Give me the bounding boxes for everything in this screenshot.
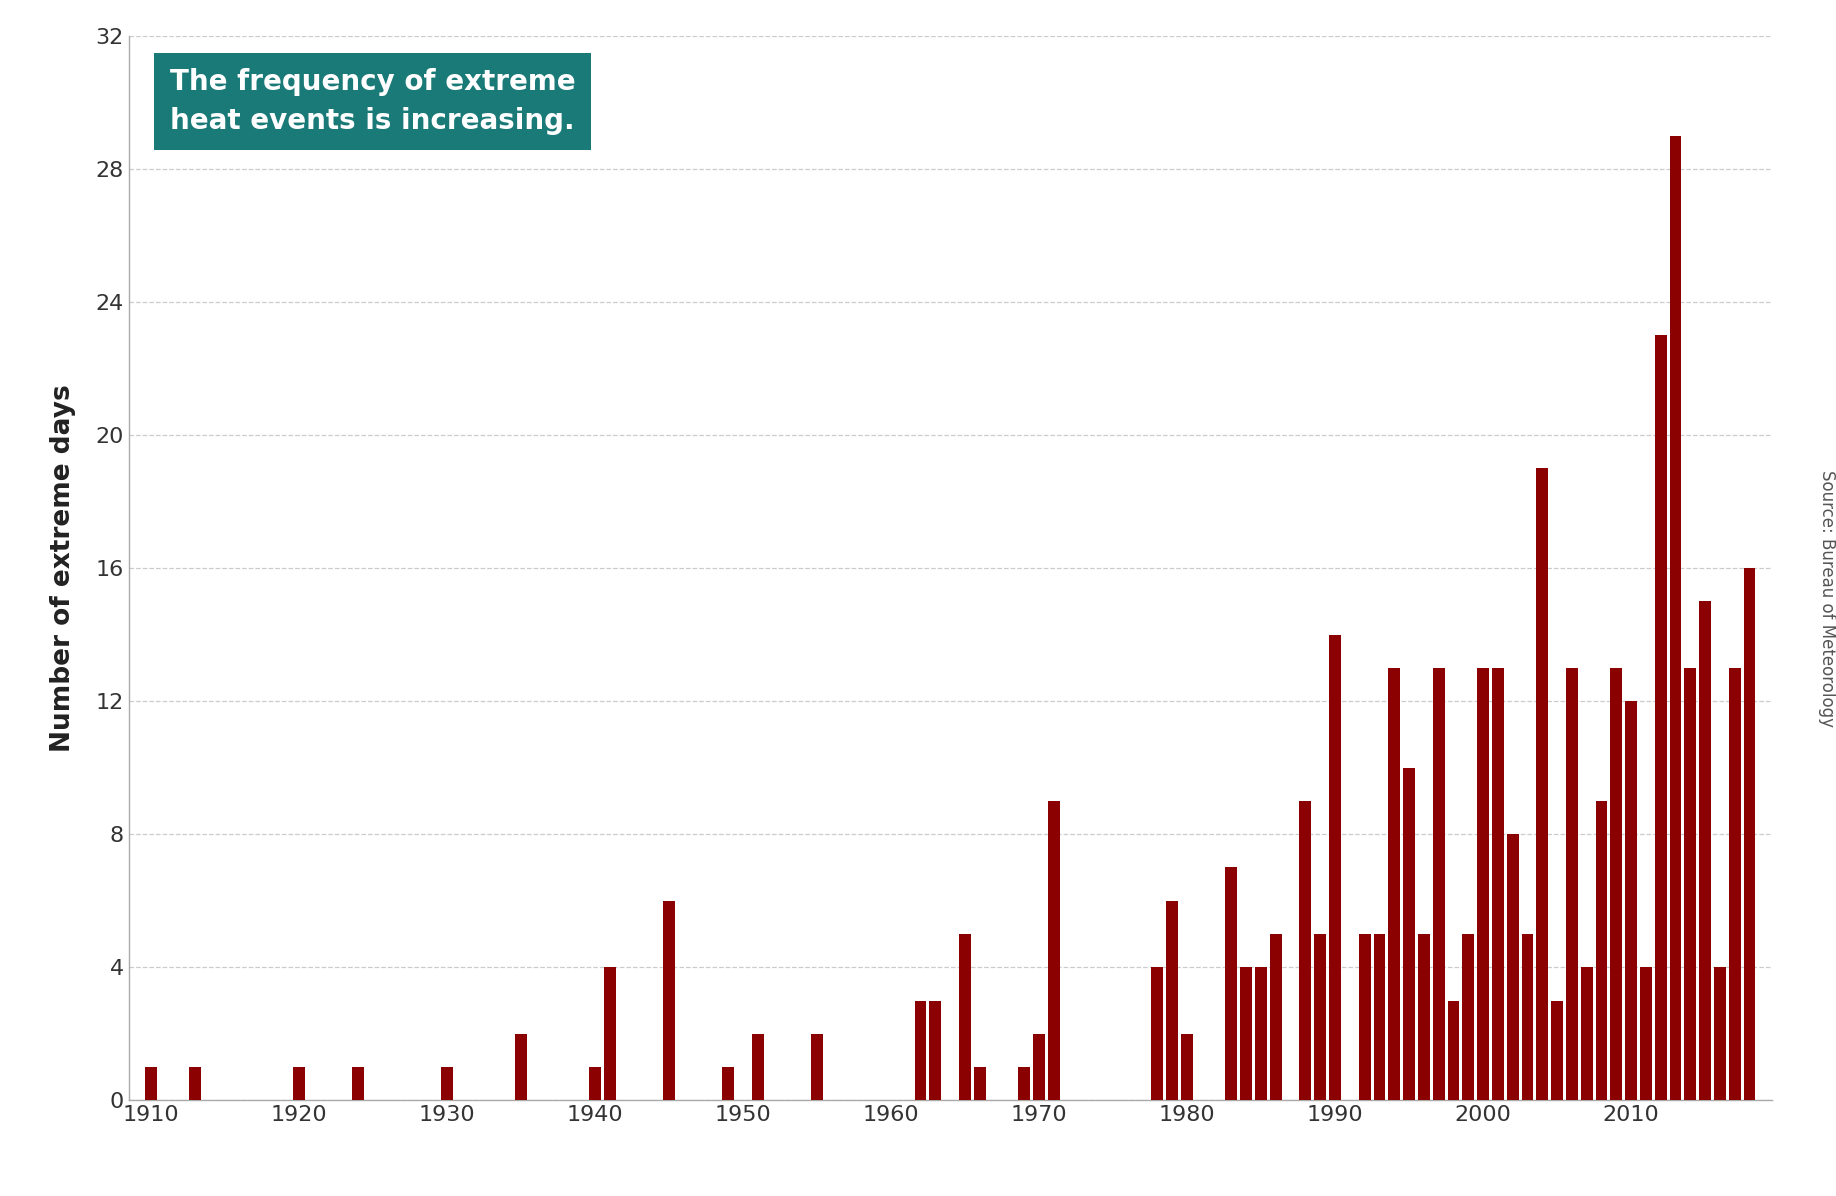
Bar	[514, 1033, 527, 1100]
Bar	[1417, 934, 1430, 1100]
Bar	[1581, 968, 1592, 1100]
Bar	[1403, 768, 1416, 1100]
Y-axis label: Number of extreme days: Number of extreme days	[50, 384, 75, 752]
Bar	[1256, 968, 1267, 1100]
Bar	[1315, 934, 1326, 1100]
Bar	[1507, 835, 1518, 1100]
Bar	[663, 901, 676, 1100]
Bar	[604, 968, 615, 1100]
Bar	[812, 1033, 823, 1100]
Bar	[1595, 801, 1608, 1100]
Text: Source: Bureau of Meteorology: Source: Bureau of Meteorology	[1818, 470, 1836, 726]
Bar	[1019, 1067, 1030, 1100]
Bar	[1241, 968, 1252, 1100]
Bar	[1329, 635, 1340, 1100]
Bar	[1034, 1033, 1045, 1100]
Bar	[1461, 934, 1474, 1100]
Bar	[589, 1067, 600, 1100]
Bar	[1698, 602, 1711, 1100]
Bar	[353, 1067, 364, 1100]
Bar	[1744, 568, 1755, 1100]
Bar	[1537, 469, 1548, 1100]
Bar	[145, 1067, 156, 1100]
Bar	[722, 1067, 734, 1100]
Bar	[1715, 968, 1726, 1100]
Bar	[441, 1067, 453, 1100]
Bar	[1522, 934, 1533, 1100]
Bar	[914, 1001, 927, 1100]
Bar	[1640, 968, 1652, 1100]
Bar	[1730, 667, 1741, 1100]
Bar	[1684, 667, 1696, 1100]
Bar	[1388, 667, 1401, 1100]
Bar	[751, 1033, 764, 1100]
Bar	[189, 1067, 202, 1100]
Bar	[1669, 135, 1682, 1100]
Bar	[1373, 934, 1386, 1100]
Bar	[1566, 667, 1577, 1100]
Text: The frequency of extreme
heat events is increasing.: The frequency of extreme heat events is …	[169, 68, 575, 135]
Bar	[1551, 1001, 1562, 1100]
Bar	[1447, 1001, 1460, 1100]
Bar	[294, 1067, 305, 1100]
Bar	[1048, 801, 1059, 1100]
Bar	[1478, 667, 1489, 1100]
Bar	[1271, 934, 1282, 1100]
Bar	[973, 1067, 986, 1100]
Bar	[1610, 667, 1623, 1100]
Bar	[958, 934, 971, 1100]
Bar	[1625, 701, 1638, 1100]
Bar	[1359, 934, 1370, 1100]
Bar	[1654, 335, 1667, 1100]
Bar	[929, 1001, 942, 1100]
Bar	[1432, 667, 1445, 1100]
Bar	[1493, 667, 1504, 1100]
Bar	[1300, 801, 1311, 1100]
Bar	[1166, 901, 1179, 1100]
Bar	[1181, 1033, 1193, 1100]
Bar	[1151, 968, 1164, 1100]
Bar	[1225, 867, 1237, 1100]
